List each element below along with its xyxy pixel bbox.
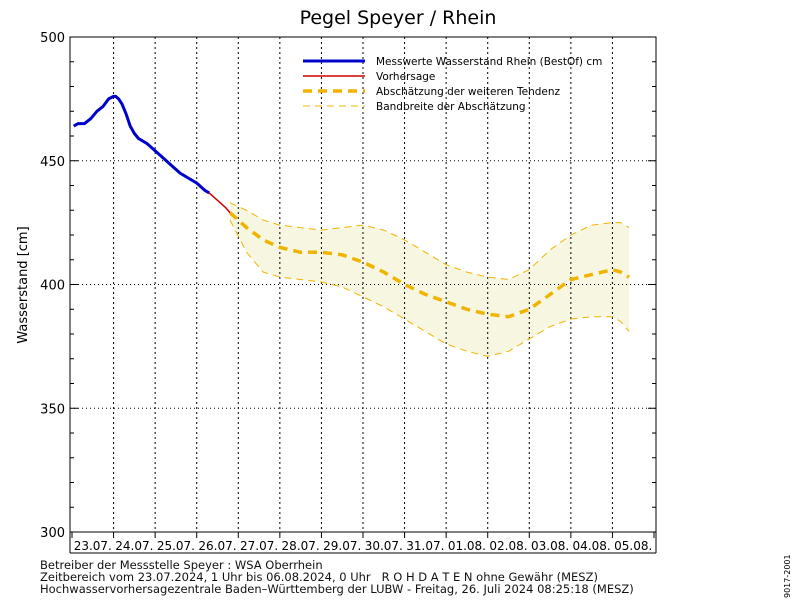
- x-tick-label: 04.08.: [573, 539, 611, 553]
- band-upper-line: [229, 202, 630, 281]
- x-tick-label: 27.07.: [240, 539, 278, 553]
- x-tick-label: 25.07.: [157, 539, 195, 553]
- legend: Messwerte Wasserstand Rhein (BestOf) cm V…: [303, 56, 602, 113]
- x-tick-label: 29.07.: [323, 539, 361, 553]
- footer-source: Hochwasservorhersagezentrale Baden–Württ…: [40, 582, 634, 596]
- x-tick-label: 30.07.: [365, 539, 403, 553]
- footer-time-range: Zeitbereich vom 23.07.2024, 1 Uhr bis 06…: [40, 570, 598, 584]
- y-axis-label: Wasserstand [cm]: [16, 226, 31, 343]
- axis-layer: 300 350 400 450 500 23.07. 24.07. 25.07. 26.07. 2…: [40, 31, 657, 554]
- y-tick-label: 500: [40, 31, 65, 46]
- y-tick-label: 350: [40, 402, 65, 417]
- x-tick-label: 24.07.: [115, 539, 153, 553]
- x-tick-label: 26.07.: [198, 539, 236, 553]
- footer-operator: Betreiber der Messstelle Speyer : WSA Ob…: [40, 558, 323, 572]
- legend-label: Messwerte Wasserstand Rhein (BestOf) cm: [376, 56, 602, 68]
- band-lower-line: [229, 219, 630, 357]
- y-tick-label: 300: [40, 526, 65, 541]
- x-tick-label: 05.08.: [614, 539, 652, 553]
- x-tick-label: 31.07.: [406, 539, 444, 553]
- y-tick-label: 400: [40, 279, 65, 294]
- grid-layer: [70, 37, 656, 532]
- legend-label: Bandbreite der Abschätzung: [376, 101, 526, 113]
- series-layer: [72, 94, 630, 357]
- series-line-0: [72, 94, 210, 195]
- side-code: 9017-2001: [783, 554, 792, 598]
- x-tick-label: 03.08.: [531, 539, 569, 553]
- x-tick-label: 28.07.: [282, 539, 320, 553]
- x-tick-label: 01.08.: [448, 539, 486, 553]
- y-tick-label: 450: [40, 155, 65, 170]
- legend-label: Abschätzung der weiteren Tendenz: [376, 86, 561, 98]
- chart-title: Pegel Speyer / Rhein: [300, 7, 497, 29]
- x-tick-label: 02.08.: [489, 539, 527, 553]
- x-tick-label: 23.07.: [74, 539, 112, 553]
- legend-label: Vorhersage: [376, 71, 435, 83]
- series-line-1: [208, 192, 231, 214]
- series-line-2: [228, 211, 630, 319]
